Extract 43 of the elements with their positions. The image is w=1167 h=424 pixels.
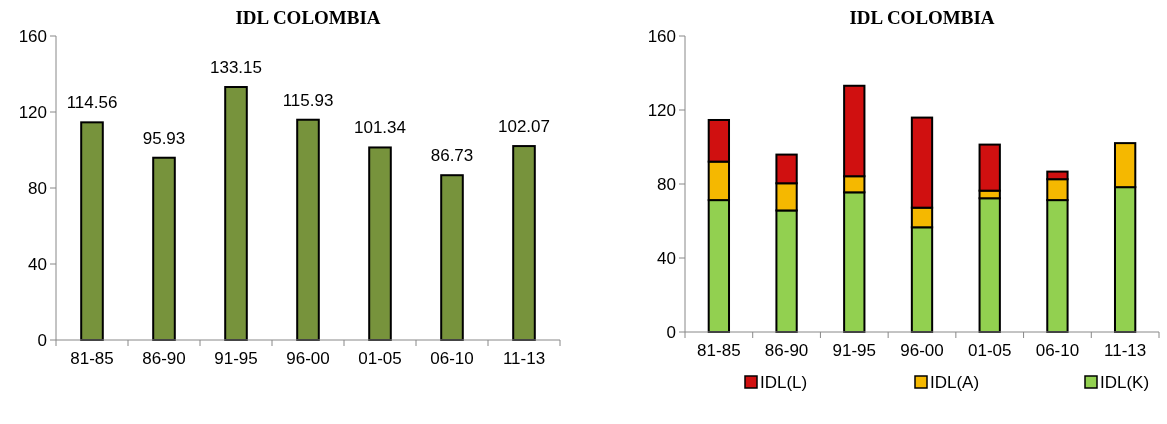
bar [440,174,464,341]
bar [368,146,392,341]
data-label: 95.93 [142,128,186,148]
bar [512,145,536,341]
x-tick-label: 86-90 [142,349,186,368]
x-tick-label: 06-10 [1035,341,1080,360]
y-tick-label: 120 [647,100,676,120]
data-label: 102.07 [498,117,550,137]
bar [296,118,320,341]
bar [152,156,176,341]
x-tick-label: 96-00 [900,341,944,360]
y-tick-label: 160 [18,26,47,46]
chart-title: IDL COLOMBIA [235,7,381,28]
x-tick-label: 01-05 [967,341,1012,360]
x-tick-label: 11-13 [502,349,546,368]
y-tick-label: 0 [666,322,676,342]
x-tick-label: 91-95 [832,341,877,360]
x-tick-label: 06-10 [430,349,474,368]
x-tick-label: 81-85 [697,341,741,360]
data-label: 86.73 [430,146,474,166]
data-label: 114.56 [66,93,118,113]
x-tick-label: 11-13 [1104,341,1147,360]
x-tick-label: 96-00 [286,349,330,368]
legend-label: IDL(L) [760,372,808,392]
y-tick-label: 80 [28,178,47,198]
y-tick-label: 0 [37,330,47,350]
data-label: 133.15 [210,58,262,78]
x-tick-label: 91-95 [214,349,258,368]
data-label: 101.34 [354,118,406,138]
x-tick-label: 86-90 [764,341,809,360]
data-label: 115.93 [282,90,334,110]
legend-label: IDL(A) [930,372,980,392]
y-tick-label: 80 [657,174,676,194]
y-tick-label: 40 [28,254,47,274]
y-tick-label: 40 [657,248,676,268]
bar [224,86,248,341]
legend-label: IDL(K) [1100,372,1150,392]
x-tick-label: 01-05 [358,349,402,368]
chart-title: IDL COLOMBIA [849,7,995,28]
bar [80,121,104,341]
y-tick-label: 120 [18,102,47,122]
x-tick-label: 81-85 [70,349,114,368]
y-tick-label: 160 [647,26,676,46]
